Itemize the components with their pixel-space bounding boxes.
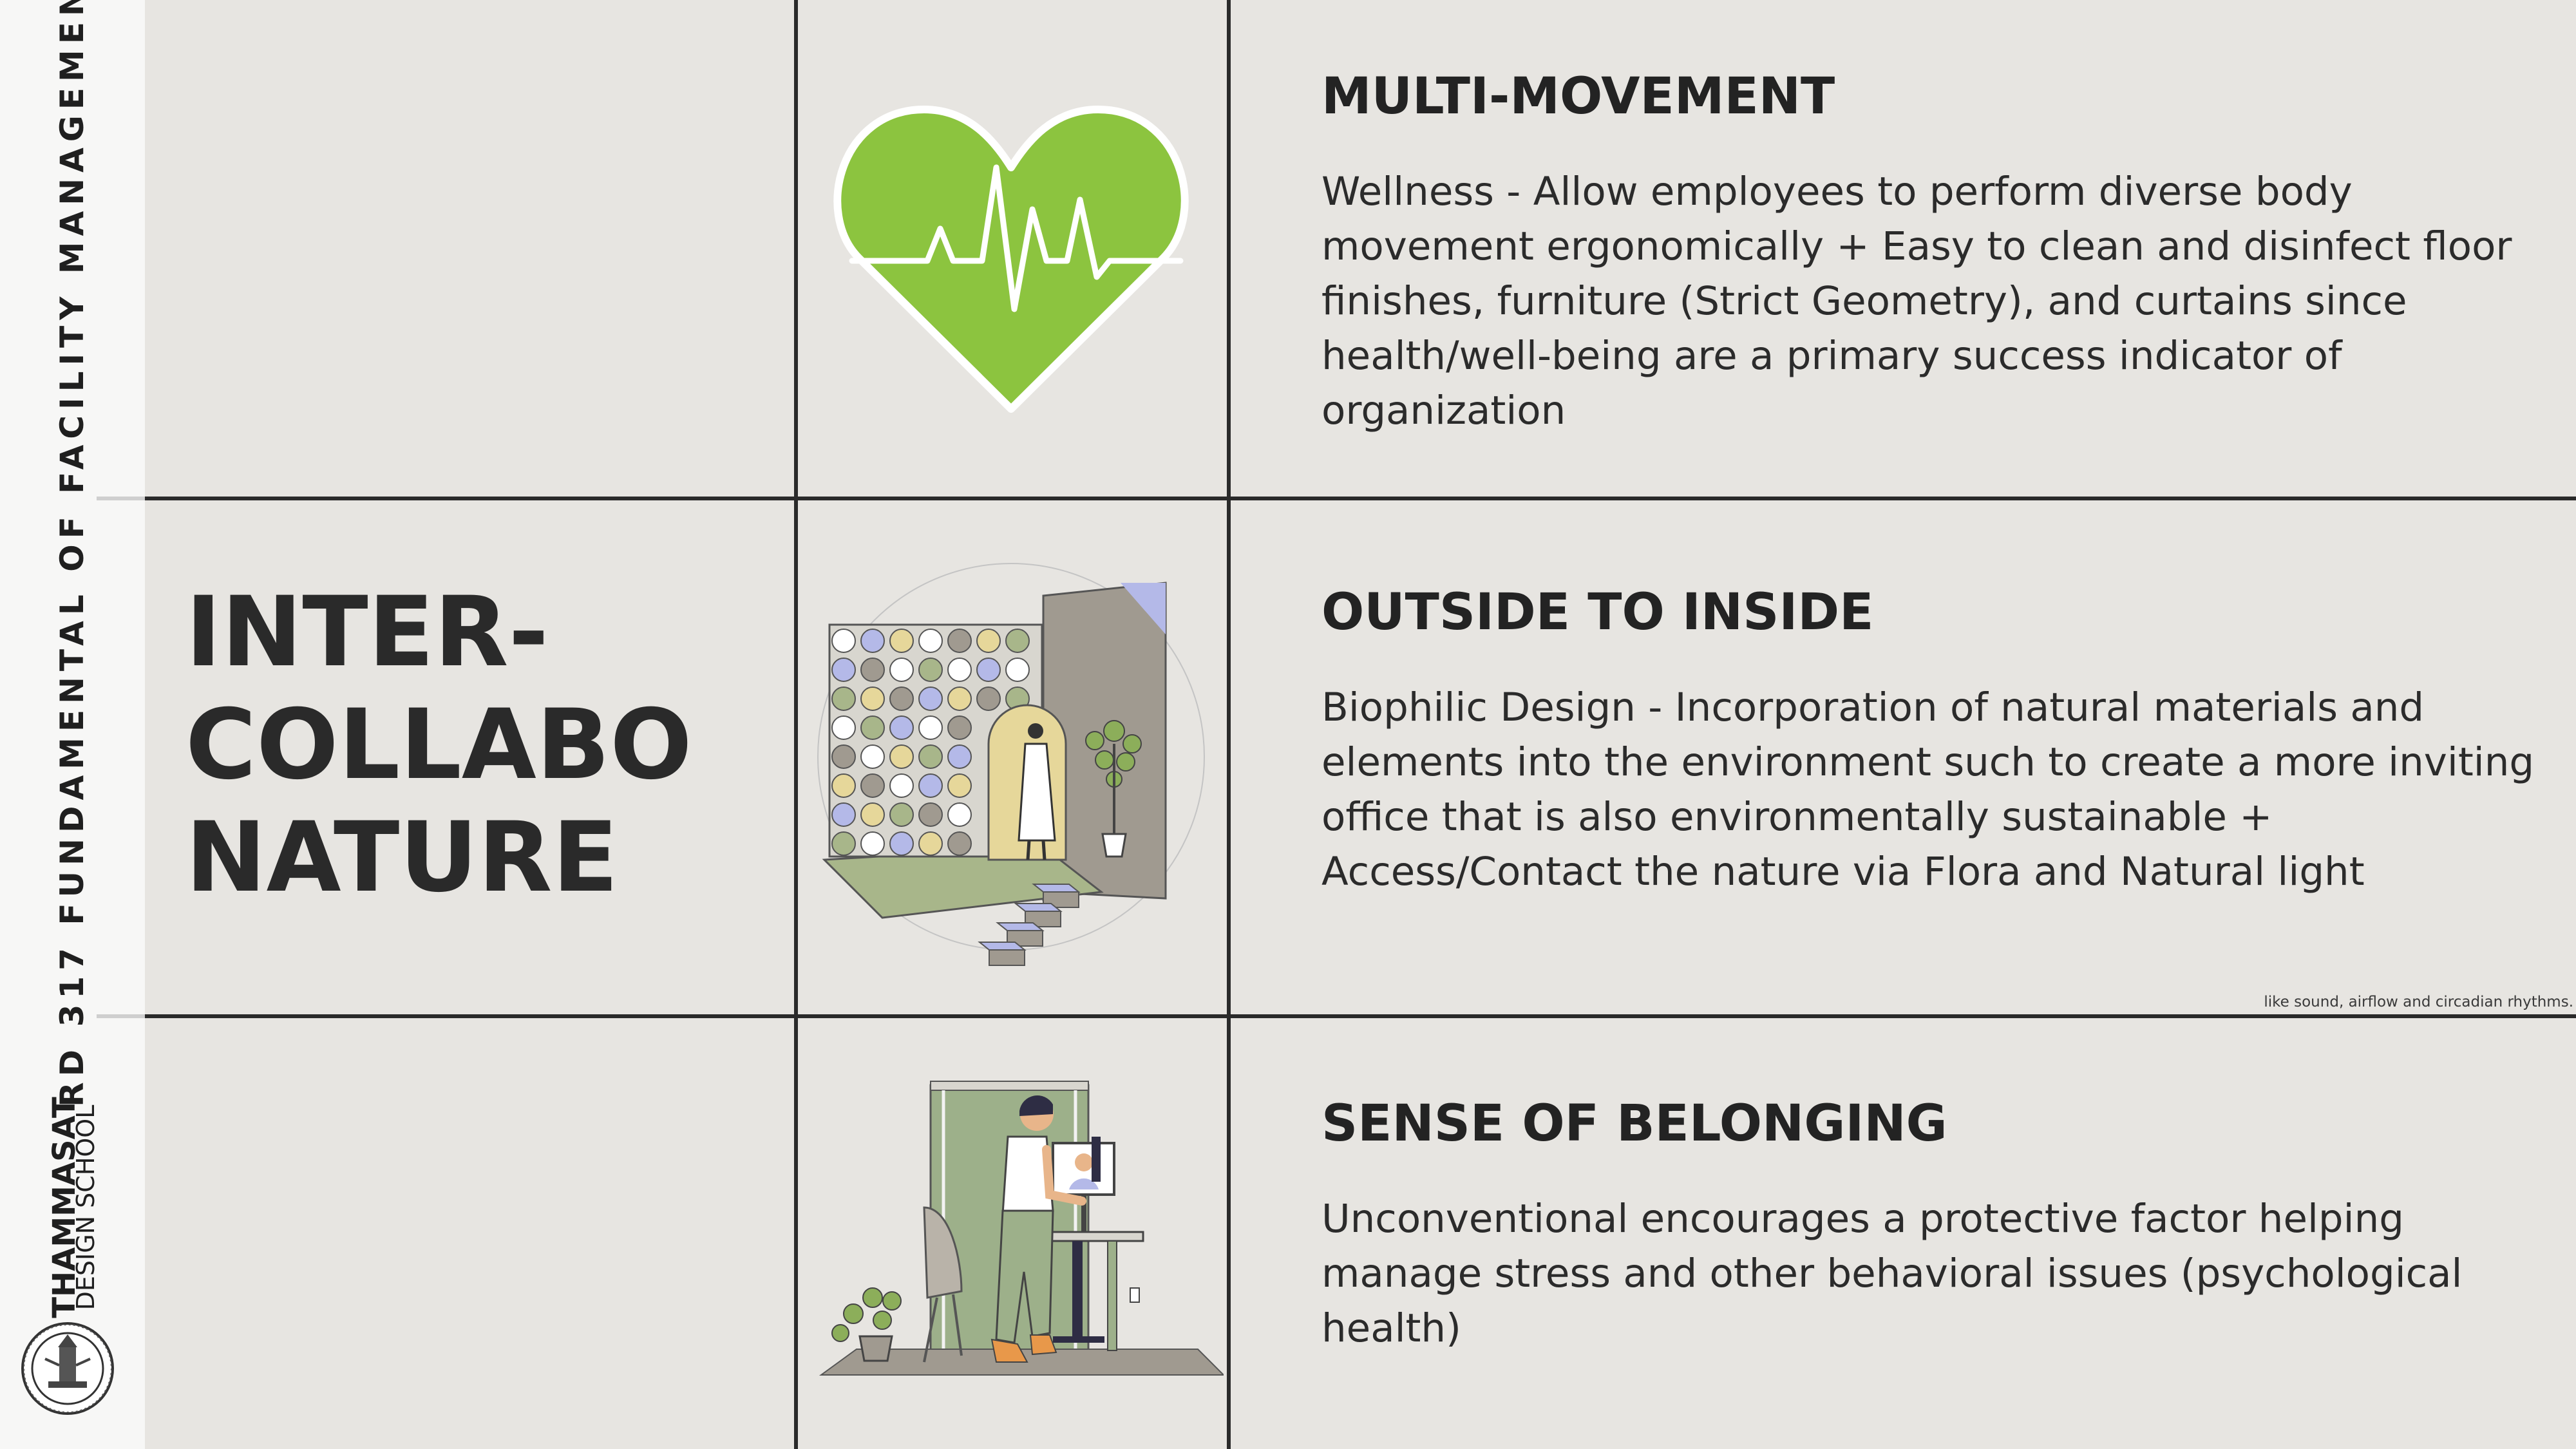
row-divider-bottom — [145, 1014, 2576, 1018]
biophilic-room-illustration — [817, 563, 1205, 966]
row-divider-top — [145, 497, 2576, 500]
main-title-line1: INTER- — [185, 576, 549, 688]
section-heading-outside-to-inside: OUTSIDE TO INSIDE — [1321, 583, 1874, 641]
standing-desk-worker-illustration — [819, 1081, 1224, 1376]
section-body-sense-of-belonging: Unconventional encourages a protective f… — [1321, 1196, 2463, 1351]
school-name: THAMMASAT DESIGN SCHOOL — [0, 1095, 145, 1320]
row-divider-bottom-left — [97, 1014, 145, 1018]
section-heading-multi-movement: MULTI-MOVEMENT — [1321, 68, 1835, 126]
main-title-line3: NATURE — [185, 802, 619, 914]
course-title-container: RD 317 FUNDAMENTAL OF FACILITY MANAGEMEN… — [0, 0, 145, 1107]
row-divider-top-left — [97, 497, 145, 500]
footnote: like sound, airflow and circadian rhythm… — [2264, 994, 2573, 1010]
main-title: INTER- COLLABO NATURE — [185, 576, 765, 914]
section-heading-sense-of-belonging: SENSE OF BELONGING — [1321, 1095, 1947, 1153]
school-name-line2: DESIGN SCHOOL — [71, 1104, 100, 1311]
university-seal-icon — [21, 1322, 114, 1415]
column-divider-right — [1227, 0, 1231, 1449]
heartbeat-heart-icon — [833, 106, 1189, 413]
section-body-multi-movement: Wellness - Allow employees to perform di… — [1321, 169, 2512, 433]
sidebar: RD 317 FUNDAMENTAL OF FACILITY MANAGEMEN… — [0, 0, 145, 1449]
section-body-outside-to-inside: Biophilic Design - Incorporation of natu… — [1321, 685, 2535, 895]
course-title: RD 317 FUNDAMENTAL OF FACILITY MANAGEMEN… — [53, 0, 91, 1107]
main-title-line2: COLLABO — [185, 689, 692, 801]
column-divider-left — [794, 0, 798, 1449]
